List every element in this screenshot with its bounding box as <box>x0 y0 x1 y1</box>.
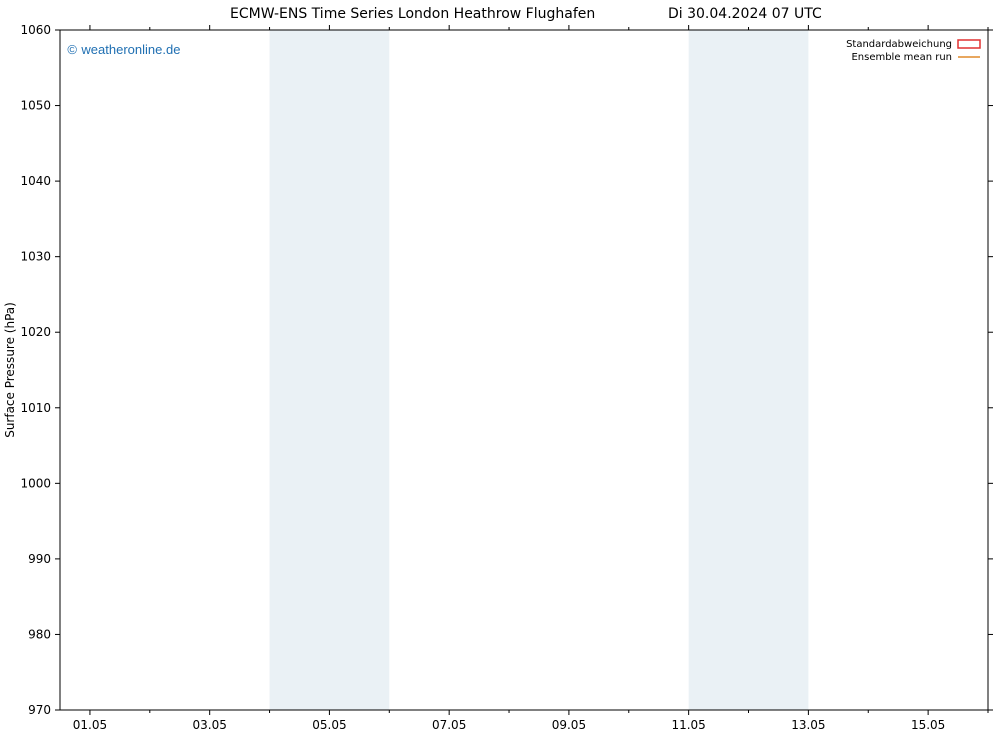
xtick-label: 03.05 <box>192 718 226 732</box>
legend-label: Standardabweichung <box>846 39 952 50</box>
svg-text:©: © <box>67 42 77 57</box>
weekend-band <box>689 30 809 710</box>
ytick-label: 1020 <box>20 325 51 339</box>
y-axis-title: Surface Pressure (hPa) <box>3 302 17 438</box>
xtick-label: 05.05 <box>312 718 346 732</box>
xtick-label: 11.05 <box>671 718 705 732</box>
ytick-label: 990 <box>28 552 51 566</box>
ytick-label: 1060 <box>20 23 51 37</box>
weekend-band <box>270 30 390 710</box>
xtick-label: 15.05 <box>911 718 945 732</box>
legend-label: Ensemble mean run <box>851 52 952 63</box>
chart-svg: 970 980 990 1000 1010 1020 1030 1040 1050 1060 Sur… <box>0 0 1000 733</box>
xtick-label: 07.05 <box>432 718 466 732</box>
ytick-label: 1000 <box>20 476 51 490</box>
xtick-label: 01.05 <box>73 718 107 732</box>
ytick-label: 1010 <box>20 401 51 415</box>
watermark: ©weatheronline.de <box>67 42 180 57</box>
ytick-label: 980 <box>28 627 51 641</box>
ytick-label: 1050 <box>20 99 51 113</box>
ytick-label: 1030 <box>20 250 51 264</box>
svg-text:weatheronline.de: weatheronline.de <box>80 42 180 57</box>
ytick-label: 970 <box>28 703 51 717</box>
pressure-chart: 970 980 990 1000 1010 1020 1030 1040 1050 1060 Sur… <box>0 0 1000 733</box>
chart-title-left: ECMW-ENS Time Series London Heathrow Flu… <box>230 6 595 22</box>
ytick-label: 1040 <box>20 174 51 188</box>
xtick-label: 09.05 <box>552 718 586 732</box>
xtick-label: 13.05 <box>791 718 825 732</box>
chart-title-right: Di 30.04.2024 07 UTC <box>668 6 822 22</box>
